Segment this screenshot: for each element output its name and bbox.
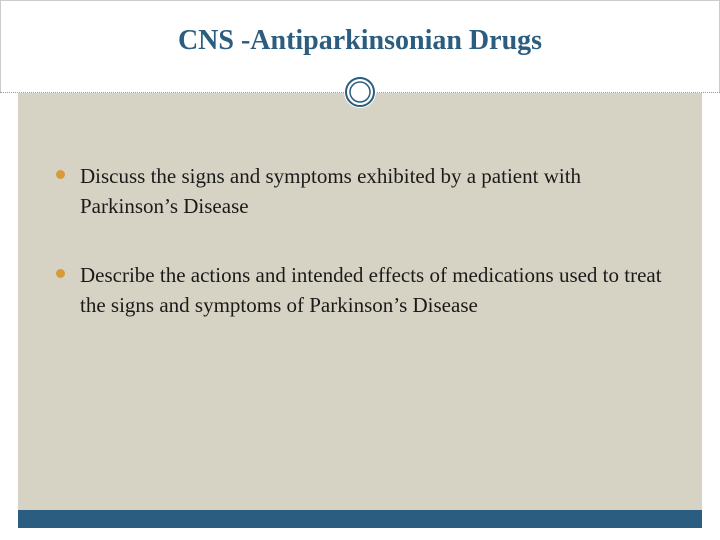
accent-bottom-bar xyxy=(18,510,702,528)
content-area: Discuss the signs and symptoms exhibited… xyxy=(18,93,702,510)
circle-ornament-icon xyxy=(344,76,376,108)
slide: CNS -Antiparkinsonian Drugs Discuss the … xyxy=(0,0,720,540)
bullet-list: Discuss the signs and symptoms exhibited… xyxy=(18,93,702,321)
list-item: Describe the actions and intended effect… xyxy=(54,260,666,321)
list-item: Discuss the signs and symptoms exhibited… xyxy=(54,161,666,222)
slide-title: CNS -Antiparkinsonian Drugs xyxy=(1,1,719,57)
